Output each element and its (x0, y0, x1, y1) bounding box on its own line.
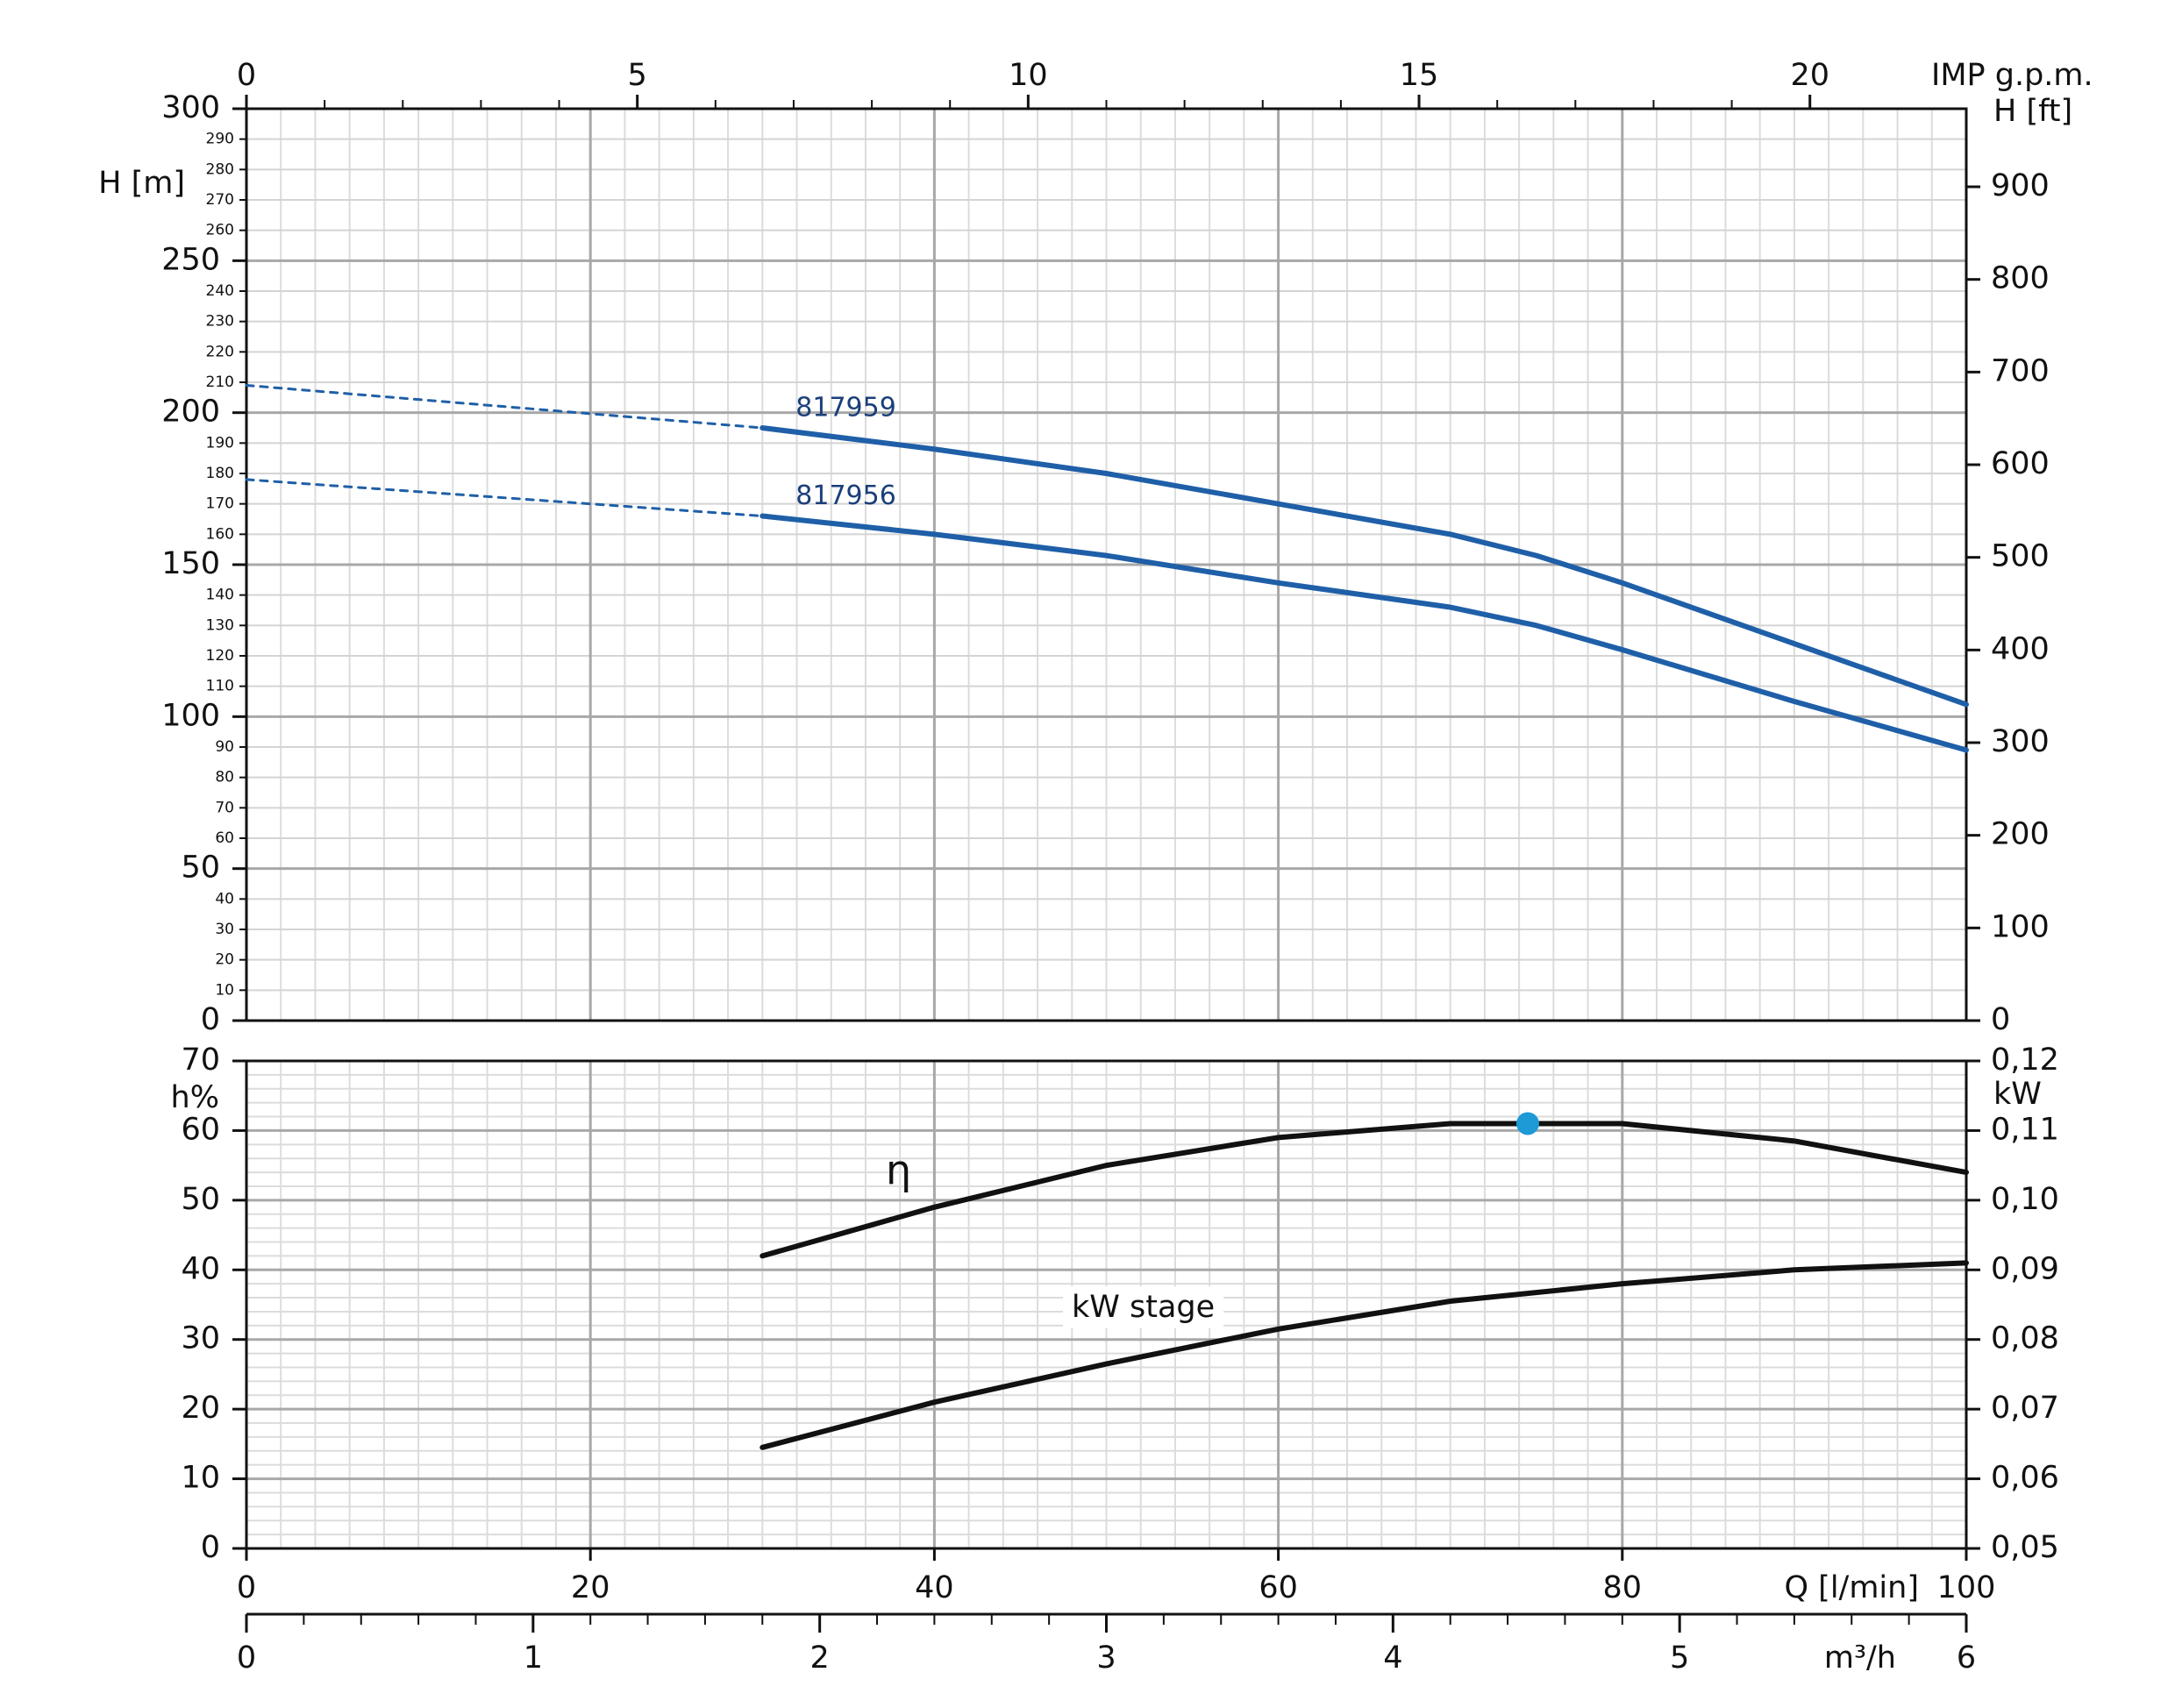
curve-name: kW stage (1072, 1290, 1215, 1325)
y-minor-tick-label: 220 (206, 343, 234, 360)
plot-frame (245, 1059, 1968, 1550)
y-tick-label: 200 (161, 395, 220, 430)
x2-tick-label: 15 (1400, 58, 1439, 93)
y-tick-label: 250 (161, 242, 220, 277)
y2-tick-label: 300 (1991, 724, 2050, 759)
series-line (759, 1260, 1969, 1450)
y-minor-tick-label: 30 (215, 921, 234, 938)
y-tick-label: 70 (181, 1043, 220, 1078)
plot-frame (245, 107, 1968, 1022)
extrapolated-line (245, 478, 764, 518)
y-minor-tick-label: 110 (206, 678, 234, 695)
curve-name: 817959 (795, 393, 896, 423)
x-axis-label: Q [l/min] (1784, 1570, 1919, 1605)
x-tick-label: 100 (1937, 1570, 1996, 1605)
y-tick-label: 50 (181, 1182, 220, 1217)
x2-tick-label: 4 (1383, 1640, 1402, 1676)
y-minor-tick-label: 120 (206, 647, 234, 665)
y-minor-tick-label: 140 (206, 587, 234, 604)
y-axis-label: H [m] (98, 166, 185, 201)
x2-tick-label: 5 (1670, 1640, 1689, 1676)
extrapolated-line (245, 383, 764, 430)
x-tick-label: 20 (571, 1570, 610, 1605)
y2-tick-label: 400 (1991, 631, 2050, 666)
y-minor-tick-label: 270 (206, 191, 234, 209)
y-minor-tick-label: 210 (206, 374, 234, 391)
x2-tick-label: 10 (1009, 58, 1048, 93)
y2-tick-label: 0 (1991, 1002, 2010, 1037)
x-tick-label: 80 (1603, 1570, 1643, 1605)
y-minor-tick-label: 260 (206, 222, 234, 239)
y-minor-tick-label: 180 (206, 465, 234, 482)
y2-tick-label: 100 (1991, 909, 2050, 944)
y-tick-label: 0 (201, 1530, 220, 1565)
bep-marker (1515, 1112, 1539, 1135)
x-tick-label: 60 (1259, 1570, 1298, 1605)
x2-axis-label: IMP g.p.m. (1931, 58, 2093, 93)
y2-tick-label: 500 (1991, 539, 2050, 574)
y2-tick-label: 700 (1991, 353, 2050, 388)
y-tick-label: 300 (161, 90, 220, 125)
y2-tick-label: 600 (1991, 446, 2050, 481)
y-minor-tick-label: 20 (215, 951, 234, 969)
y-minor-tick-label: 80 (215, 769, 234, 786)
y2-tick-label: 0,11 (1991, 1112, 2059, 1147)
y-axis-label: h% (171, 1080, 219, 1115)
y-tick-label: 50 (181, 850, 220, 886)
y-minor-tick-label: 40 (215, 890, 234, 907)
y-minor-tick-label: 10 (215, 981, 234, 999)
y-minor-tick-label: 160 (206, 525, 234, 543)
y-minor-tick-label: 190 (206, 434, 234, 452)
x-tick-label: 40 (915, 1570, 954, 1605)
y2-tick-label: 900 (1991, 168, 2050, 203)
y-tick-label: 0 (201, 1002, 220, 1037)
y-tick-label: 10 (181, 1461, 220, 1496)
y2-axis-label: H [ft] (1993, 94, 2072, 129)
series-line (759, 513, 1969, 753)
series-line (759, 425, 1969, 708)
y-minor-tick-label: 90 (215, 738, 234, 756)
y2-axis-label: kW (1993, 1077, 2042, 1112)
y-tick-label: 150 (161, 546, 220, 581)
y-minor-tick-label: 130 (206, 616, 234, 634)
x2-tick-label: 2 (810, 1640, 830, 1676)
y-minor-tick-label: 290 (206, 131, 234, 148)
y-tick-label: 30 (181, 1321, 220, 1356)
x-tick-label: 0 (237, 1570, 256, 1605)
y-tick-label: 20 (181, 1391, 220, 1426)
y-minor-tick-label: 230 (206, 313, 234, 331)
y-tick-label: 40 (181, 1251, 220, 1286)
x2-tick-label: 1 (524, 1640, 543, 1676)
y2-tick-label: 800 (1991, 261, 2050, 296)
x2-tick-label: 5 (628, 58, 647, 93)
y-tick-label: 60 (181, 1112, 220, 1147)
x2-tick-label: 3 (1096, 1640, 1116, 1676)
y-minor-tick-label: 170 (206, 495, 234, 513)
y2-tick-label: 0,09 (1991, 1251, 2059, 1286)
y2-tick-label: 0,06 (1991, 1461, 2059, 1496)
y2-tick-label: 200 (1991, 817, 2050, 852)
y-minor-tick-label: 60 (215, 829, 234, 847)
y2-tick-label: 0,08 (1991, 1321, 2059, 1356)
x2-tick-label: 6 (1957, 1640, 1976, 1676)
y-minor-tick-label: 240 (206, 282, 234, 300)
series-line (759, 1121, 1969, 1259)
y2-tick-label: 0,07 (1991, 1391, 2059, 1426)
x2-tick-label: 20 (1790, 58, 1829, 93)
y2-tick-label: 0,12 (1991, 1043, 2059, 1078)
y-minor-tick-label: 70 (215, 799, 234, 816)
y2-tick-label: 0,05 (1991, 1530, 2059, 1565)
curve-name: 817956 (795, 480, 896, 511)
x2-tick-label: 0 (237, 1640, 256, 1676)
y2-tick-label: 0,10 (1991, 1182, 2059, 1217)
curve-name: η (886, 1147, 911, 1194)
x2-axis-label: m³/h (1824, 1640, 1896, 1676)
label-background (1063, 1286, 1224, 1328)
y-tick-label: 100 (161, 698, 220, 733)
x2-tick-label: 0 (237, 58, 256, 93)
y-minor-tick-label: 280 (206, 160, 234, 178)
